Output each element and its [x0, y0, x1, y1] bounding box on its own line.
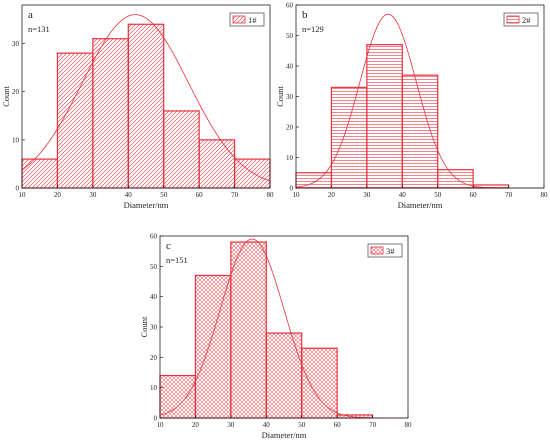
x-tick-label: 70 [369, 421, 377, 429]
y-tick-label: 10 [12, 136, 20, 144]
histogram-bar [21, 158, 59, 189]
legend-swatch [506, 15, 520, 24]
histogram-bar [198, 139, 236, 189]
y-tick-label: 20 [12, 88, 20, 96]
histogram-bar [265, 332, 303, 419]
x-tick-label: 50 [298, 421, 306, 429]
x-tick-label: 80 [267, 191, 275, 199]
legend-swatch [370, 246, 384, 255]
x-axis-label: Diameter/nm [262, 430, 307, 440]
legend-label: 3# [386, 246, 395, 256]
panel-letter: c [166, 240, 171, 252]
y-tick-label: 60 [286, 2, 294, 10]
histogram-bar [230, 241, 267, 419]
y-tick-label: 0 [16, 185, 20, 193]
y-tick-label: 10 [286, 154, 294, 162]
plot-frame [21, 4, 271, 189]
x-tick-label: 30 [227, 421, 235, 429]
x-tick-label: 80 [405, 421, 413, 429]
x-tick-label: 10 [157, 421, 165, 429]
histogram-bar [301, 347, 338, 419]
x-tick-label: 70 [231, 191, 239, 199]
histogram-bar [330, 86, 368, 189]
sample-size-label: n=131 [28, 24, 50, 34]
y-tick-label: 20 [150, 354, 158, 362]
x-tick-label: 60 [196, 191, 204, 199]
histogram-panel-a: 10 20 30 40 50 60 70 800102030Diameter/nmCounta… [1, 4, 275, 210]
y-tick-label: 40 [150, 293, 158, 301]
y-tick-label: 30 [150, 324, 158, 332]
x-axis-label: Diameter/nm [124, 200, 169, 210]
legend: 1# [229, 12, 265, 27]
x-tick-label: 10 [293, 191, 301, 199]
panel-letter: b [302, 9, 308, 21]
x-tick-label: 30 [363, 191, 371, 199]
x-tick-label: 40 [263, 421, 271, 429]
x-tick-label: 50 [160, 191, 168, 199]
legend: 2# [503, 12, 539, 27]
y-axis-label: Count [1, 85, 11, 106]
sample-size-label: n=129 [302, 24, 324, 34]
y-tick-label: 10 [150, 384, 158, 392]
x-tick-label: 20 [54, 191, 62, 199]
panel-letter: a [28, 9, 33, 21]
histogram-bar [366, 44, 403, 189]
x-tick-label: 40 [399, 191, 407, 199]
histogram-bar [56, 52, 94, 189]
histogram-bar [92, 38, 129, 189]
x-tick-label: 20 [328, 191, 336, 199]
x-tick-label: 60 [334, 421, 342, 429]
y-tick-label: 30 [12, 40, 20, 48]
y-tick-label: 30 [286, 93, 294, 101]
y-tick-label: 0 [290, 185, 294, 193]
histogram-bar [127, 23, 165, 189]
x-tick-label: 30 [89, 191, 97, 199]
legend-label: 2# [522, 15, 531, 25]
x-tick-label: 40 [125, 191, 133, 199]
y-tick-label: 40 [286, 63, 294, 71]
histogram-bar [163, 110, 200, 189]
y-tick-label: 50 [150, 263, 158, 271]
histogram-panel-c: 10 20 30 40 50 60 70 800102030405060Diameter/nm… [139, 233, 412, 441]
x-tick-label: 60 [470, 191, 478, 199]
legend-label: 1# [248, 15, 257, 25]
y-axis-label: Count [275, 85, 285, 106]
histogram-bar [295, 172, 333, 189]
legend: 3# [367, 243, 403, 258]
histogram-bar [159, 374, 197, 419]
y-tick-label: 50 [286, 32, 294, 40]
histogram-bar [437, 169, 474, 189]
x-axis-label: Diameter/nm [398, 200, 443, 210]
histogram-bar [401, 74, 439, 189]
x-tick-label: 80 [541, 191, 549, 199]
x-tick-label: 20 [192, 421, 200, 429]
legend-swatch [232, 15, 246, 24]
sample-size-label: n=151 [166, 255, 188, 265]
y-tick-label: 60 [150, 233, 158, 241]
y-axis-label: Count [139, 316, 149, 337]
x-tick-label: 70 [505, 191, 513, 199]
y-tick-label: 0 [154, 415, 158, 423]
x-tick-label: 50 [434, 191, 442, 199]
y-tick-label: 20 [286, 124, 294, 132]
normal-fit-curve [21, 14, 271, 182]
x-tick-label: 10 [19, 191, 27, 199]
histogram-panel-b: 10 20 30 40 50 60 70 800102030405060Diameter/nm… [275, 2, 548, 211]
histogram-bar [194, 274, 232, 419]
